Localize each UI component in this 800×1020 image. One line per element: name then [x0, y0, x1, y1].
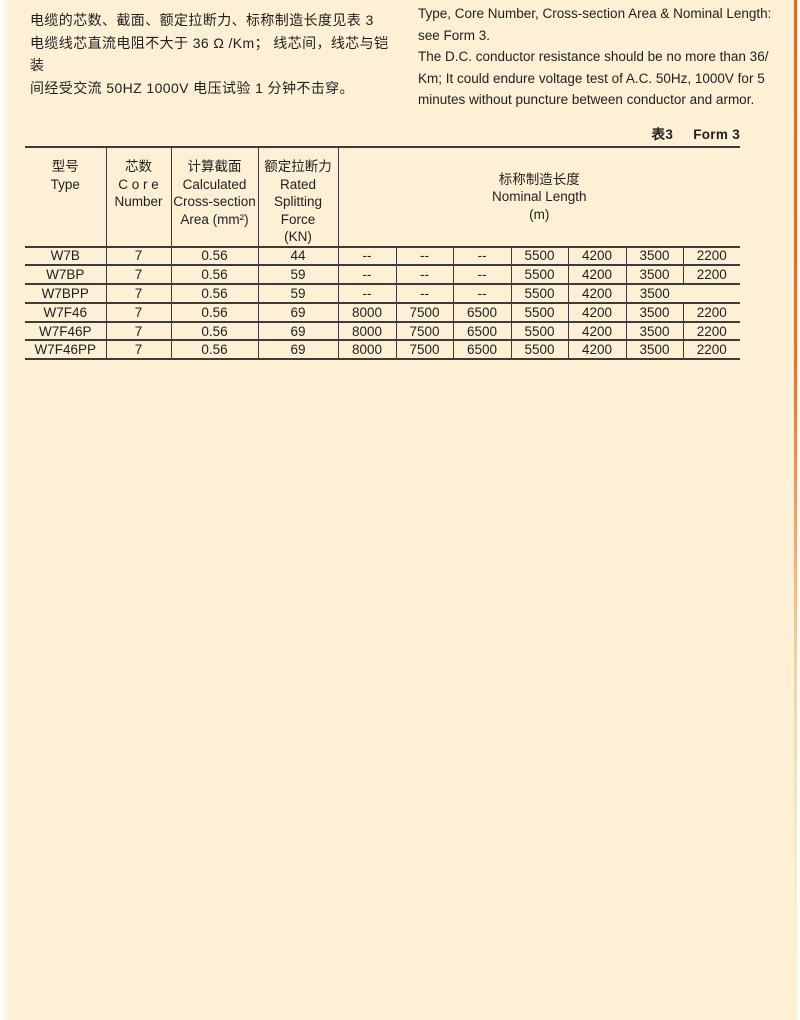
english-intro-sentence-1: Type, Core Number, Cross-section Area & …	[418, 6, 772, 43]
header-nominal-length: 标称制造长度 Nominal Length (m)	[337, 147, 741, 248]
table-cell: 7	[105, 246, 171, 267]
table-cell: 5500	[510, 265, 568, 286]
table-cell: --	[395, 246, 453, 267]
table-cell: 0.56	[170, 284, 258, 304]
table-cell: 4200	[567, 321, 626, 342]
table-cell: --	[337, 246, 396, 267]
table-cell: 0.56	[170, 302, 258, 323]
scan-edge-right-white	[797, 0, 800, 1020]
header-cross-section-area: 计算截面 Calculated Cross-section Area (mm²)	[170, 147, 258, 248]
table-cell: --	[337, 265, 396, 286]
table-cell: 0.56	[170, 340, 258, 361]
chinese-intro-line-3: 间经受交流 50HZ 1000V 电压试验 1 分钟不击穿。	[30, 79, 354, 96]
table-cell: 7	[105, 321, 171, 342]
scan-edge-orange-strip	[794, 0, 797, 1020]
table-cell: 3500	[625, 246, 683, 267]
chinese-intro-paragraph: 电缆的芯数、截面、额定拉断力、标称制造长度见表 3 电缆线芯直流电阻不大于 36…	[30, 9, 402, 99]
table-cell: 7500	[395, 340, 453, 361]
table-cell: 2200	[682, 302, 741, 323]
table-cell: 7	[105, 265, 171, 286]
table-cell: 2200	[682, 340, 741, 361]
table-caption: 表3 Form 3	[25, 123, 740, 143]
table-row: W7BP 7 0.56 59 -- -- -- 5500 4200 3500 2200	[25, 265, 741, 286]
table-cell: 4200	[567, 340, 626, 361]
table-cell: 0.56	[170, 246, 258, 267]
table-cell: 5500	[510, 302, 568, 323]
table-row: W7F46 7 0.56 69 8000 7500 6500 5500 4200 3500 2200	[25, 302, 741, 323]
table-cell: 59	[257, 284, 338, 304]
table-cell: 7	[105, 284, 171, 304]
header-core-number: 芯数 C o r e Number	[105, 147, 171, 248]
cell-type: W7F46PP	[25, 340, 106, 361]
table-cell: 7	[105, 340, 171, 361]
table-cell: 8000	[337, 340, 396, 361]
table-cell: 59	[257, 265, 338, 286]
table-cell: 8000	[337, 302, 396, 323]
table-row: W7B 7 0.56 44 -- -- -- 5500 4200 3500 2200	[25, 246, 741, 267]
table-cell: 6500	[452, 302, 511, 323]
table-cell: --	[452, 265, 511, 286]
table-cell: 3500	[625, 321, 683, 342]
table-cell: 5500	[510, 321, 568, 342]
table-cell: 5500	[510, 340, 568, 361]
table-cell: --	[452, 284, 511, 304]
table-cell: 3500	[625, 302, 683, 323]
cell-type: W7F46	[25, 302, 106, 323]
table-cell: 3500	[625, 340, 683, 361]
chinese-intro-line-2: 电缆线芯直流电阻不大于 36 Ω /Km； 线芯间，线芯与铠装	[30, 34, 389, 74]
table-row: W7F46P 7 0.56 69 8000 7500 6500 5500 4200 3500 220…	[25, 321, 741, 342]
cell-type: W7B	[25, 246, 106, 267]
table-cell: 6500	[452, 321, 511, 342]
table-row: W7F46PP 7 0.56 69 8000 7500 6500 5500 4200 3500 22…	[25, 340, 741, 361]
table-cell: 5500	[510, 284, 568, 304]
table-cell: 2200	[682, 321, 741, 342]
table-cell: 2200	[682, 246, 741, 267]
table-cell: --	[452, 246, 511, 267]
table-body: W7B 7 0.56 44 -- -- -- 5500 4200 3500 2200 W7BP 7 0.5…	[25, 246, 741, 361]
table-cell: 4200	[567, 302, 626, 323]
table-cell: 69	[257, 302, 338, 323]
table-cell: 7	[105, 302, 171, 323]
table-cell: --	[395, 265, 453, 286]
table-cell: 0.56	[170, 265, 258, 286]
table-cell: 4200	[567, 246, 626, 267]
chinese-intro-line-1: 电缆的芯数、截面、额定拉断力、标称制造长度见表 3	[30, 12, 374, 28]
table-cell: 7500	[395, 321, 453, 342]
table-caption-en: Form 3	[693, 127, 740, 142]
table-cell: 2200	[682, 265, 741, 286]
header-type: 型号 Type	[25, 147, 106, 248]
table-cell: 69	[257, 321, 338, 342]
table-cell: 4200	[567, 284, 626, 304]
table-cell: 0.56	[170, 321, 258, 342]
table-cell: 6500	[452, 340, 511, 361]
header-rated-splitting-force: 额定拉断力 Rated Splitting Force (KN)	[257, 147, 338, 248]
cable-spec-table: 型号 Type 芯数 C o r e Number 计算截面 Calculate…	[25, 146, 741, 361]
table-cell: --	[395, 284, 453, 304]
table-cell	[683, 284, 741, 304]
table-caption-zh: 表3	[651, 127, 674, 142]
table-header-row: 型号 Type 芯数 C o r e Number 计算截面 Calculate…	[25, 147, 741, 248]
table-cell: 4200	[567, 265, 626, 286]
table-row: W7BPP 7 0.56 59 -- -- -- 5500 4200 3500	[25, 284, 741, 304]
cell-type: W7BP	[25, 265, 106, 286]
cell-type: W7BPP	[25, 284, 106, 304]
table-cell: 7500	[395, 302, 453, 323]
table-cell: --	[337, 284, 396, 304]
english-intro-sentence-2: The D.C. conductor resistance should be …	[418, 49, 769, 107]
table-cell: 3500	[625, 284, 683, 304]
table-cell: 8000	[337, 321, 396, 342]
cell-type: W7F46P	[25, 321, 106, 342]
table-cell: 5500	[510, 246, 568, 267]
table-cell: 3500	[625, 265, 683, 286]
scan-edge-left-white	[0, 0, 10, 1020]
table-cell: 44	[257, 246, 338, 267]
table-cell: 69	[257, 340, 338, 361]
english-intro-paragraph: Type, Core Number, Cross-section Area & …	[418, 3, 790, 111]
